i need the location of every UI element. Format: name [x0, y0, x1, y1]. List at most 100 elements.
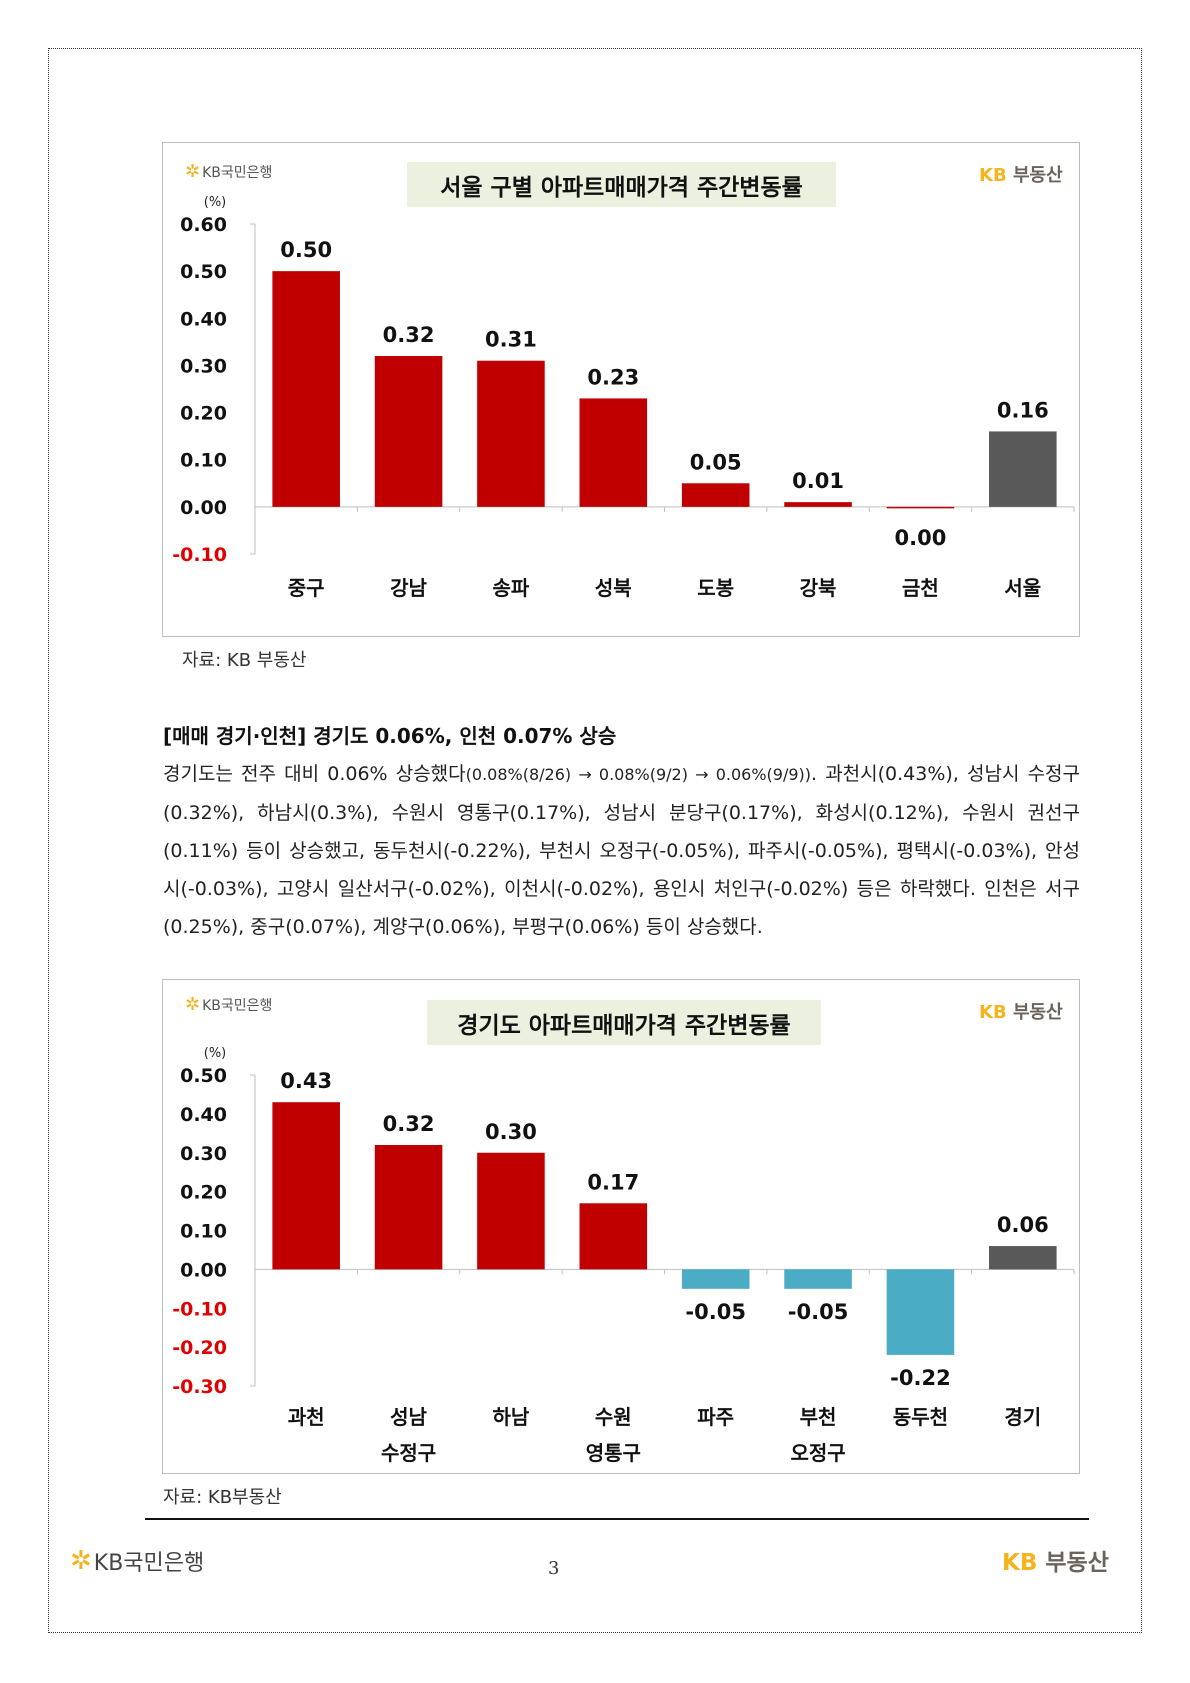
category-label: 경기	[1004, 1405, 1041, 1429]
y-tick-label: 0.60	[180, 214, 227, 236]
kb-star-icon: ✲	[185, 994, 201, 1015]
bar	[477, 360, 545, 507]
bar	[784, 502, 852, 507]
category-label: 강남	[390, 576, 427, 600]
category-label: 중구	[288, 576, 325, 600]
y-tick-label: 0.00	[180, 1259, 227, 1281]
kb-realestate-logo: KB 부동산	[979, 161, 1063, 187]
kb-realestate-logo: KB 부동산	[979, 998, 1063, 1024]
category-label: 송파	[493, 576, 530, 600]
footer-divider	[145, 1518, 1089, 1520]
bar	[374, 1144, 443, 1270]
bar	[886, 506, 955, 509]
category-label: 수정구	[381, 1441, 436, 1465]
data-label: 0.50	[280, 238, 332, 262]
page-number: 3	[548, 1558, 560, 1579]
seoul-chart: ✲ KB국민은행 서울 구별 아파트매매가격 주간변동률 KB 부동산 (%) 0.…	[162, 142, 1080, 637]
page-border	[48, 48, 1142, 1633]
category-label: 강북	[800, 576, 837, 600]
data-label: 0.30	[485, 1120, 537, 1144]
kb-bank-logo: ✲ KB국민은행	[185, 994, 272, 1015]
category-label: 성남	[390, 1405, 427, 1429]
category-label: 금천	[902, 576, 939, 600]
kb-star-icon: ✲	[70, 1546, 92, 1576]
kb-mark: KB	[979, 165, 1007, 186]
data-label: -0.22	[890, 1366, 951, 1390]
y-tick-label: -0.30	[172, 1376, 227, 1398]
y-axis-unit: (%)	[204, 195, 227, 210]
category-label: 하남	[493, 1405, 530, 1429]
kb-bank-logo: ✲ KB국민은행	[185, 161, 272, 182]
category-label: 도봉	[697, 576, 734, 600]
y-tick-label: -0.10	[172, 544, 227, 566]
realestate-mark: 부동산	[1012, 1002, 1063, 1023]
category-label: 서울	[1004, 576, 1041, 600]
y-tick-label: 0.20	[180, 403, 227, 425]
data-label: 0.31	[485, 328, 537, 352]
gyeonggi-chart: ✲ KB국민은행 경기도 아파트매매가격 주간변동률 KB 부동산 (%) 0.50…	[162, 979, 1080, 1474]
chart-source: 자료: KB 부동산	[182, 650, 307, 671]
section-heading: [매매 경기·인천] 경기도 0.06%, 인천 0.07% 상승	[163, 724, 617, 748]
y-tick-label: 0.10	[180, 450, 227, 472]
paragraph-text: 경기도는 전주 대비 0.06% 상승했다	[163, 763, 466, 785]
y-tick-label: 0.20	[180, 1182, 227, 1204]
article-paragraph: 경기도는 전주 대비 0.06% 상승했다(0.08%(8/26) → 0.08…	[163, 755, 1080, 946]
data-label: 0.23	[587, 365, 639, 389]
category-label: 과천	[288, 1405, 325, 1429]
category-label: 부천	[800, 1405, 837, 1429]
y-tick-label: 0.00	[180, 497, 227, 519]
y-tick-label: 0.50	[180, 261, 227, 283]
kb-mark: KB	[1002, 1550, 1038, 1576]
y-tick-label: 0.50	[180, 1065, 227, 1087]
data-label: 0.00	[895, 526, 947, 550]
footer-kb-bank-logo: ✲ KB국민은행	[70, 1545, 204, 1577]
data-label: 0.32	[383, 323, 435, 347]
category-label: 영통구	[586, 1441, 641, 1465]
bar	[272, 1102, 340, 1270]
footer-kb-realestate-logo: KB 부동산	[1002, 1543, 1109, 1577]
realestate-mark: 부동산	[1012, 165, 1063, 186]
category-label: 수원	[595, 1405, 632, 1429]
bar	[989, 431, 1057, 507]
chart-title: 서울 구별 아파트매매가격 주간변동률	[407, 162, 836, 207]
y-tick-label: 0.30	[180, 1143, 227, 1165]
y-axis-unit: (%)	[204, 1046, 227, 1061]
y-tick-label: 0.40	[180, 1104, 227, 1126]
data-label: -0.05	[685, 1300, 746, 1324]
category-label: 파주	[697, 1405, 734, 1429]
data-label: 0.01	[792, 469, 844, 493]
data-label: 0.43	[280, 1069, 332, 1093]
paragraph-text-rest: . 과천시(0.43%), 성남시 수정구(0.32%), 하남시(0.3%),…	[163, 763, 1081, 938]
bar	[886, 1269, 955, 1355]
footer-kb-bank-text: KB국민은행	[93, 1551, 205, 1576]
kb-star-icon: ✲	[185, 161, 201, 182]
data-label: 0.17	[587, 1170, 639, 1194]
chart-plot: (%) 0.60 0.50 0.40 0.30 0.20 0.10 0.00 -0.10 0.50…	[172, 195, 1075, 600]
y-tick-label: -0.20	[172, 1337, 227, 1359]
chart-title: 경기도 아파트매매가격 주간변동률	[427, 1000, 821, 1045]
bar	[477, 1152, 545, 1270]
bar	[784, 1269, 852, 1289]
chart-source: 자료: KB부동산	[163, 1487, 282, 1508]
y-tick-label: -0.10	[172, 1298, 227, 1320]
bar	[681, 483, 750, 507]
category-label: 성북	[595, 576, 632, 600]
chart-plot: (%) 0.50 0.40 0.30 0.20 0.10 0.00 -0.10 -0.20 -0.…	[172, 1046, 1075, 1465]
data-label: 0.16	[997, 398, 1049, 422]
realestate-mark: 부동산	[1045, 1550, 1109, 1576]
bar	[272, 271, 340, 507]
y-tick-label: 0.10	[180, 1221, 227, 1243]
kb-bank-logo-text: KB국민은행	[202, 997, 273, 1014]
y-tick-label: 0.30	[180, 355, 227, 377]
category-label: 오정구	[790, 1441, 845, 1465]
bar	[579, 1203, 648, 1270]
bar	[989, 1246, 1057, 1270]
kb-bank-logo-text: KB국민은행	[202, 164, 273, 181]
category-label: 동두천	[893, 1405, 948, 1429]
bar	[374, 356, 443, 507]
data-label: 0.32	[383, 1112, 435, 1136]
kb-mark: KB	[979, 1002, 1007, 1023]
paragraph-trend: (0.08%(8/26) → 0.08%(9/2) → 0.06%(9/9))	[465, 765, 812, 784]
data-label: 0.06	[997, 1213, 1049, 1237]
